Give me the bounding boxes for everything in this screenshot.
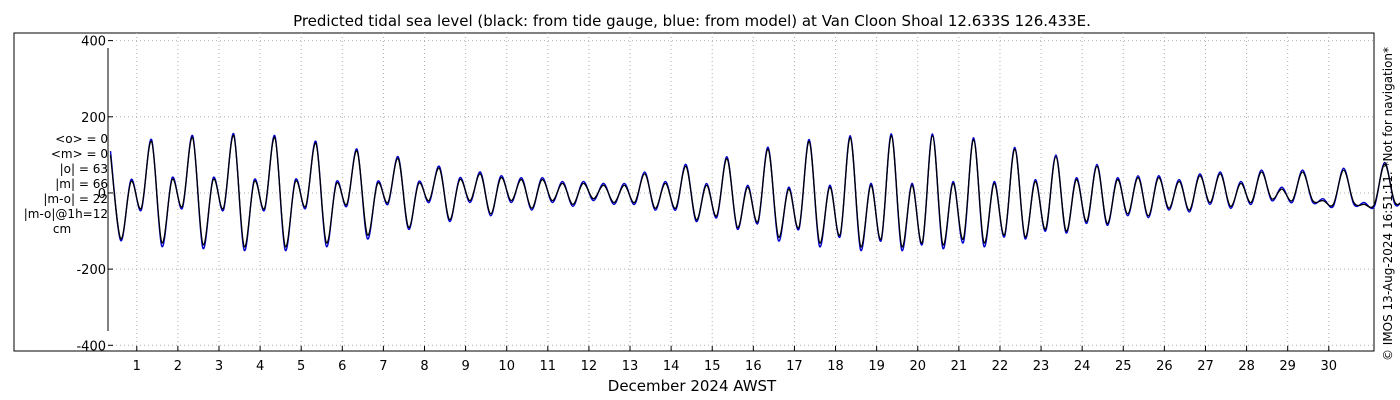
x-tick-label: 5 bbox=[297, 359, 305, 374]
x-tick-label: 10 bbox=[498, 359, 515, 374]
series-line-model bbox=[109, 133, 1400, 251]
x-tick-label: 1 bbox=[133, 359, 141, 374]
x-tick-label: 16 bbox=[745, 359, 762, 374]
x-tick-label: 12 bbox=[581, 359, 598, 374]
x-tick-label: 27 bbox=[1197, 359, 1214, 374]
x-tick-label: 28 bbox=[1238, 359, 1255, 374]
x-tick-label: 3 bbox=[215, 359, 223, 374]
stat-mean-model: <m> = 0 bbox=[50, 147, 108, 161]
series-layer bbox=[109, 133, 1400, 251]
y-tick-label: -400 bbox=[76, 339, 106, 354]
stat-abs-difference: |m-o| = 22 bbox=[43, 192, 108, 206]
series-line-tide-gauge bbox=[109, 135, 1400, 248]
x-tick-label: 21 bbox=[951, 359, 968, 374]
credit-text: © IMOS 13-Aug-2024 16:51:11. *Not for na… bbox=[1381, 47, 1395, 361]
stat-abs-observed: |o| = 63 bbox=[59, 162, 108, 176]
x-tick-label: 19 bbox=[868, 359, 885, 374]
y-tick-label: -200 bbox=[76, 263, 106, 278]
x-tick-label: 6 bbox=[338, 359, 346, 374]
x-tick-label: 14 bbox=[663, 359, 680, 374]
stat-mean-observed: <o> = 0 bbox=[55, 132, 108, 146]
stat-abs-difference-1h: |m-o|@1h=12 bbox=[23, 207, 108, 221]
x-tick-label: 7 bbox=[379, 359, 387, 374]
x-tick-label: 23 bbox=[1033, 359, 1050, 374]
y-tick-label: 0 bbox=[98, 187, 106, 202]
statistics-panel: <o> = 0 <m> = 0 |o| = 63 |m| = 66 |m-o| … bbox=[0, 132, 108, 237]
x-tick-label: 20 bbox=[909, 359, 926, 374]
x-tick-label: 30 bbox=[1321, 359, 1338, 374]
x-tick-label: 25 bbox=[1115, 359, 1132, 374]
x-tick-label: 26 bbox=[1156, 359, 1173, 374]
x-tick-label: 8 bbox=[420, 359, 428, 374]
x-tick-label: 17 bbox=[786, 359, 803, 374]
x-tick-label: 29 bbox=[1279, 359, 1296, 374]
x-tick-label: 9 bbox=[461, 359, 469, 374]
y-ticks: -400 -200 0 200 400 bbox=[76, 35, 113, 354]
x-ticks: 1 2 3 4 5 6 7 8 9 10 11 12 13 14 15 16 17 18 19 20 21 22 23 24 2… bbox=[133, 346, 1337, 374]
x-tick-label: 13 bbox=[622, 359, 639, 374]
stat-unit: cm bbox=[52, 222, 72, 236]
grid-layer bbox=[108, 33, 1374, 351]
y-tick-label: 400 bbox=[81, 35, 106, 50]
x-tick-label: 24 bbox=[1074, 359, 1091, 374]
x-axis-label: December 2024 AWST bbox=[608, 377, 777, 395]
chart-title: Predicted tidal sea level (black: from t… bbox=[293, 12, 1091, 30]
x-tick-label: 11 bbox=[540, 359, 557, 374]
x-tick-label: 22 bbox=[992, 359, 1009, 374]
stat-abs-model: |m| = 66 bbox=[55, 177, 108, 191]
x-tick-label: 2 bbox=[174, 359, 182, 374]
x-tick-label: 4 bbox=[256, 359, 264, 374]
x-tick-label: 18 bbox=[827, 359, 844, 374]
x-tick-label: 15 bbox=[704, 359, 721, 374]
y-tick-label: 200 bbox=[81, 111, 106, 126]
